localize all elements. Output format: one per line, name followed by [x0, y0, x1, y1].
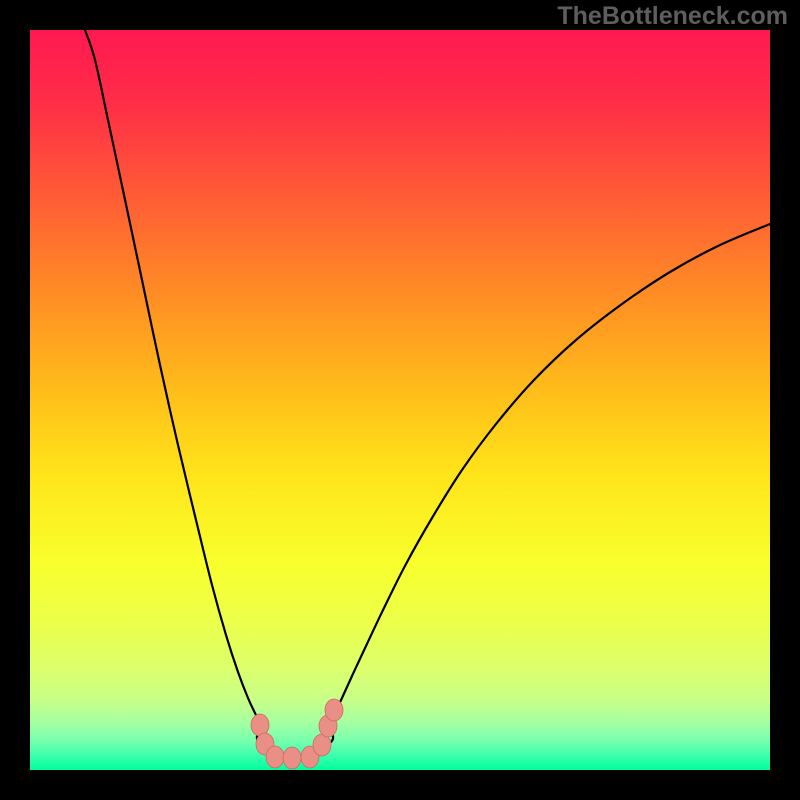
chart-gradient-background	[30, 30, 770, 770]
watermark-text: TheBottleneck.com	[557, 2, 788, 31]
frame-left	[0, 0, 30, 800]
frame-right	[770, 0, 800, 800]
frame-bottom	[0, 770, 800, 800]
